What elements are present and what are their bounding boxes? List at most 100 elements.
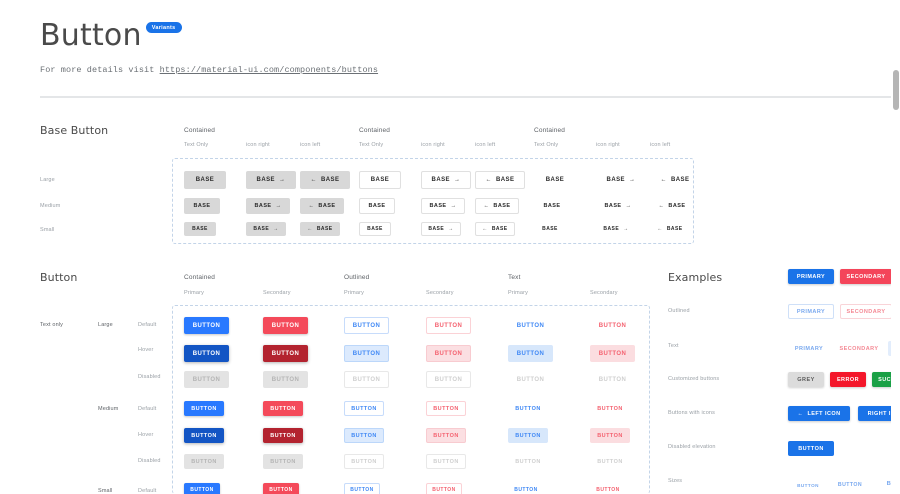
button-medium-disabled-col5[interactable]: BUTTON xyxy=(590,454,630,469)
base-button-medium-g0-c0[interactable]: BASE xyxy=(184,198,220,214)
button-medium-hover-col4[interactable]: BUTTON xyxy=(508,428,548,443)
button-large-disabled-col4[interactable]: BUTTON xyxy=(508,371,553,388)
base-button-large-g1-c0[interactable]: BASE xyxy=(359,171,401,189)
button-medium-hover-col1[interactable]: BUTTON xyxy=(263,428,303,443)
base-button-small-g1-c0[interactable]: BASE xyxy=(359,222,391,236)
base-button-large-g1-c1[interactable]: BASE → xyxy=(421,171,471,189)
button-label: BUTTON xyxy=(351,405,377,412)
button-medium-hover-col2[interactable]: BUTTON xyxy=(344,428,384,443)
button-medium-disabled-col2[interactable]: BUTTON xyxy=(344,454,384,469)
button-large-hover-col2[interactable]: BUTTON xyxy=(344,345,389,362)
button-label: BASE xyxy=(666,226,683,232)
button-label: BASE xyxy=(428,226,445,232)
arrow-left-icon: ← xyxy=(307,226,313,232)
example-customized-1[interactable]: ERROR xyxy=(830,372,866,387)
button-large-default-col4[interactable]: BUTTON xyxy=(508,317,553,334)
button-large-default-col0[interactable]: BUTTON xyxy=(184,317,229,334)
btn-size-medium: Medium xyxy=(98,406,119,412)
button-medium-disabled-col1[interactable]: BUTTON xyxy=(263,454,303,469)
button-label: BUTTON xyxy=(598,322,627,329)
base-button-large-g2-c1[interactable]: BASE → xyxy=(596,171,646,189)
scrollbar-track[interactable] xyxy=(891,0,900,494)
example-outlined-1[interactable]: SECONDARY xyxy=(840,304,892,319)
button-medium-default-col5[interactable]: BUTTON xyxy=(590,401,630,416)
button-large-disabled-col0[interactable]: BUTTON xyxy=(184,371,229,388)
example-contained-0[interactable]: PRIMARY xyxy=(788,269,834,284)
base-button-medium-g2-c2[interactable]: ← BASE xyxy=(650,198,694,214)
button-label: BASE xyxy=(429,203,447,209)
base-button-small-g2-c0[interactable]: BASE xyxy=(534,222,566,236)
button-large-hover-col0[interactable]: BUTTON xyxy=(184,345,229,362)
base-button-medium-g2-c0[interactable]: BASE xyxy=(534,198,570,214)
example-right-icon-button[interactable]: RIGHT ICON→ xyxy=(858,406,900,421)
base-button-medium-g1-c1[interactable]: BASE → xyxy=(421,198,465,214)
button-medium-default-col2[interactable]: BUTTON xyxy=(344,401,384,416)
example-text-1[interactable]: SECONDARY xyxy=(832,341,886,356)
button-large-default-col5[interactable]: BUTTON xyxy=(590,317,635,334)
base-button-small-g2-c1[interactable]: BASE → xyxy=(596,222,636,236)
base-button-large-g1-c2[interactable]: ← BASE xyxy=(475,171,525,189)
example-left-icon-button[interactable]: ← LEFT ICON xyxy=(788,406,850,421)
button-large-hover-col3[interactable]: BUTTON xyxy=(426,345,471,362)
example-disabled-elevation-button[interactable]: BUTTON xyxy=(788,441,834,456)
base-button-large-g2-c2[interactable]: ← BASE xyxy=(650,171,700,189)
button-large-hover-col4[interactable]: BUTTON xyxy=(508,345,553,362)
base-button-large-g0-c0[interactable]: BASE xyxy=(184,171,226,189)
button-small-default-col0[interactable]: BUTTON xyxy=(184,483,220,494)
button-small-default-col2[interactable]: BUTTON xyxy=(344,483,380,494)
button-large-disabled-col3[interactable]: BUTTON xyxy=(426,371,471,388)
example-contained-1[interactable]: SECONDARY xyxy=(840,269,892,284)
button-large-hover-col5[interactable]: BUTTON xyxy=(590,345,635,362)
base-button-medium-g0-c1[interactable]: BASE → xyxy=(246,198,290,214)
button-medium-hover-col0[interactable]: BUTTON xyxy=(184,428,224,443)
button-medium-hover-col3[interactable]: BUTTON xyxy=(426,428,466,443)
button-medium-default-col0[interactable]: BUTTON xyxy=(184,401,224,416)
base-button-medium-g0-c2[interactable]: ← BASE xyxy=(300,198,344,214)
button-large-default-col3[interactable]: BUTTON xyxy=(426,317,471,334)
base-button-small-g1-c2[interactable]: ← BASE xyxy=(475,222,515,236)
button-large-disabled-col2[interactable]: BUTTON xyxy=(344,371,389,388)
btn-state-hover-4: Hover xyxy=(138,432,154,438)
button-medium-default-col1[interactable]: BUTTON xyxy=(263,401,303,416)
base-col-0-1: icon right xyxy=(246,142,270,148)
example-customized-0[interactable]: GREY xyxy=(788,372,824,387)
button-label: BUTTON xyxy=(434,376,463,383)
button-medium-disabled-col4[interactable]: BUTTON xyxy=(508,454,548,469)
example-text-0[interactable]: PRIMARY xyxy=(788,341,830,356)
example-size-0[interactable]: BUTTON xyxy=(788,478,828,493)
example-size-1[interactable]: BUTTON xyxy=(828,477,872,492)
button-medium-disabled-col3[interactable]: BUTTON xyxy=(426,454,466,469)
button-medium-default-col4[interactable]: BUTTON xyxy=(508,401,548,416)
base-button-grid-box xyxy=(172,158,694,244)
button-small-default-col5[interactable]: BUTTON xyxy=(590,483,626,494)
button-small-default-col1[interactable]: BUTTON xyxy=(263,483,299,494)
button-large-disabled-col5[interactable]: BUTTON xyxy=(590,371,635,388)
base-button-medium-g1-c0[interactable]: BASE xyxy=(359,198,395,214)
button-medium-default-col3[interactable]: BUTTON xyxy=(426,401,466,416)
base-button-medium-g2-c1[interactable]: BASE → xyxy=(596,198,640,214)
button-large-default-col1[interactable]: BUTTON xyxy=(263,317,308,334)
button-small-default-col4[interactable]: BUTTON xyxy=(508,483,544,494)
base-button-small-g1-c1[interactable]: BASE → xyxy=(421,222,461,236)
button-large-hover-col1[interactable]: BUTTON xyxy=(263,345,308,362)
base-button-medium-g1-c2[interactable]: ← BASE xyxy=(475,198,519,214)
docs-link[interactable]: https://material-ui.com/components/butto… xyxy=(159,65,379,75)
button-label: BASE xyxy=(367,226,383,232)
button-medium-disabled-col0[interactable]: BUTTON xyxy=(184,454,224,469)
base-button-small-g2-c2[interactable]: ← BASE xyxy=(650,222,690,236)
scrollbar-thumb[interactable] xyxy=(893,70,899,110)
button-small-default-col3[interactable]: BUTTON xyxy=(426,483,462,494)
base-button-large-g0-c1[interactable]: BASE → xyxy=(246,171,296,189)
button-large-disabled-col1[interactable]: BUTTON xyxy=(263,371,308,388)
btn-state-disabled-5: Disabled xyxy=(138,458,161,464)
base-button-small-g0-c0[interactable]: BASE xyxy=(184,222,216,236)
base-button-large-g0-c2[interactable]: ← BASE xyxy=(300,171,350,189)
base-button-large-g2-c0[interactable]: BASE xyxy=(534,171,576,189)
button-label: BUTTON xyxy=(598,376,627,383)
base-button-small-g0-c2[interactable]: ← BASE xyxy=(300,222,340,236)
button-medium-hover-col5[interactable]: BUTTON xyxy=(590,428,630,443)
button-large-default-col2[interactable]: BUTTON xyxy=(344,317,389,334)
example-outlined-0[interactable]: PRIMARY xyxy=(788,304,834,319)
base-button-small-g0-c1[interactable]: BASE → xyxy=(246,222,286,236)
